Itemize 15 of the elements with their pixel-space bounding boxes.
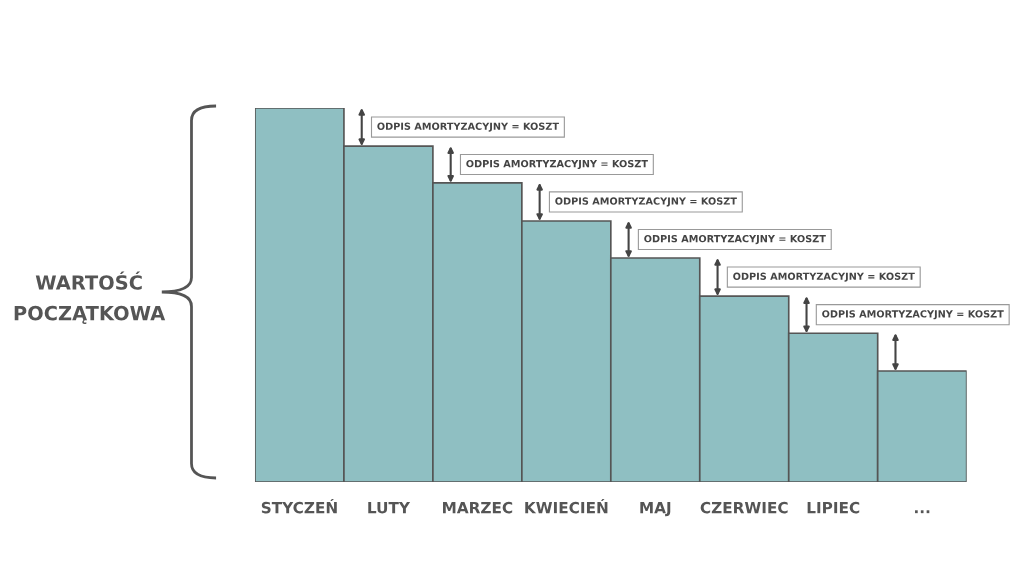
x-tick-label: STYCZEŃ <box>261 499 337 514</box>
x-tick-label: LUTY <box>368 502 411 514</box>
annotation: ODPIS AMORTYZACYJNY = KOSZT <box>466 159 648 170</box>
x-tick-label: MAJ <box>640 502 671 517</box>
y-axis-title: WARTOŚĆ POCZĄTKOWA <box>14 271 166 325</box>
x-tick-label: CZERWIEC <box>700 501 788 514</box>
x-tick-label: KWIECIEŃ <box>525 499 608 514</box>
annotation: ODPIS AMORTYZACYJNY = KOSZT <box>555 197 737 207</box>
annotation: ODPIS AMORTYZACYJNY = KOSZT <box>822 310 1004 320</box>
annotation: ODPIS AMORTYZACYJNY = KOSZT <box>377 122 559 132</box>
x-tick-label: LIPIEC <box>807 501 860 514</box>
x-tick-label: MARZEC <box>443 501 513 514</box>
x-tick-label: ... <box>915 510 930 514</box>
annotation: ODPIS AMORTYZACYJNY = KOSZT <box>644 234 826 245</box>
annotation: ODPIS AMORTYZACYJNY = KOSZT <box>733 272 915 282</box>
